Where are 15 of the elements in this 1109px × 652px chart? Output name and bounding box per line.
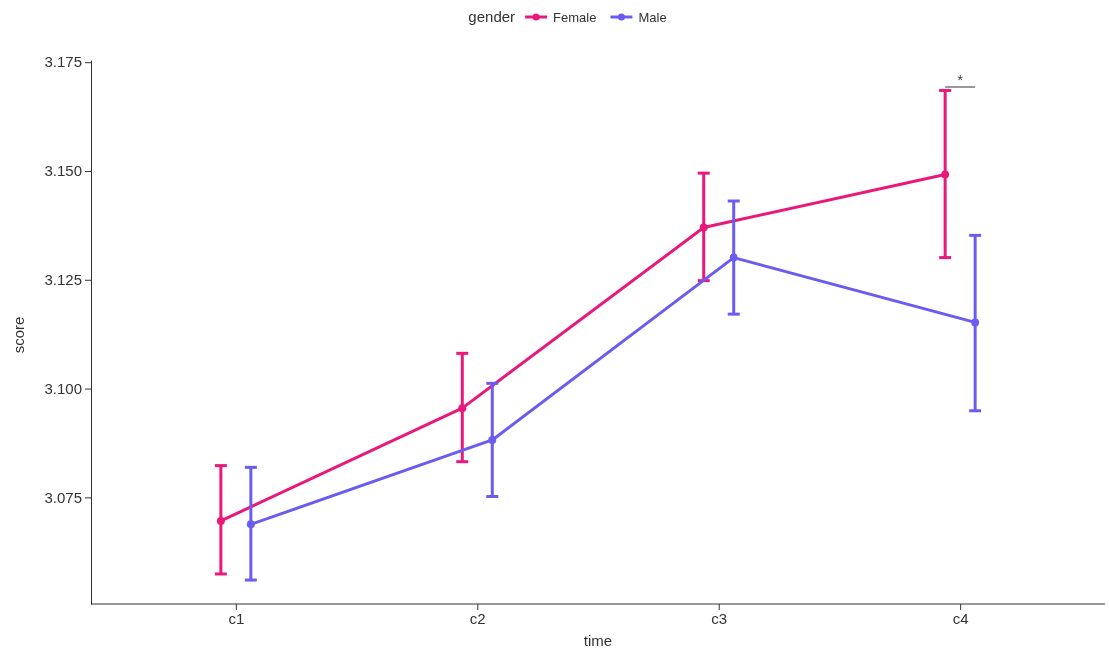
y-tick-label: 3.125 [44, 271, 82, 289]
x-tick-label: c4 [952, 609, 969, 627]
y-tick-label: 3.075 [44, 488, 82, 506]
annotation: * [957, 72, 964, 88]
x-axis-title: time [583, 632, 613, 649]
y-tick-label: 3.100 [44, 379, 82, 397]
x-tick-label: c3 [711, 609, 728, 627]
y-axis-title: score [10, 316, 27, 354]
legend-label: Male [638, 9, 667, 25]
legend-label: Female [553, 9, 597, 25]
y-tick-label: 3.150 [44, 162, 82, 180]
x-tick-label: c2 [469, 609, 486, 627]
y-tick-label: 3.175 [44, 53, 82, 71]
legend-title: gender [468, 8, 516, 26]
x-tick-label: c1 [228, 609, 245, 627]
